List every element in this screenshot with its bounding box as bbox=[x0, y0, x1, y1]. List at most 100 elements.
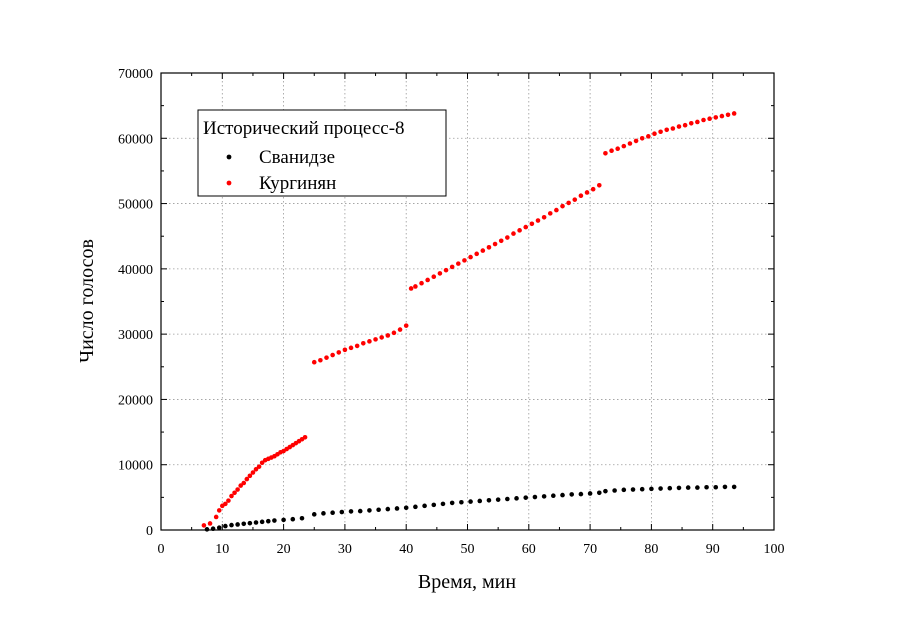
data-point bbox=[685, 485, 691, 490]
data-point bbox=[701, 117, 706, 123]
data-point bbox=[318, 357, 323, 363]
y-tick-label: 20000 bbox=[118, 393, 153, 408]
data-point bbox=[330, 352, 335, 358]
data-point bbox=[639, 135, 645, 141]
data-point bbox=[658, 129, 663, 135]
data-point bbox=[688, 120, 694, 126]
data-point bbox=[587, 491, 593, 496]
y-tick-label: 10000 bbox=[118, 459, 153, 474]
data-point bbox=[578, 193, 584, 199]
data-point bbox=[241, 480, 247, 486]
legend-marker-svanidze bbox=[226, 154, 232, 160]
data-point bbox=[676, 124, 682, 129]
series-1 bbox=[201, 111, 737, 528]
data-point bbox=[627, 141, 633, 146]
data-point bbox=[456, 261, 461, 266]
y-tick-label: 0 bbox=[146, 524, 153, 539]
data-point bbox=[511, 231, 516, 236]
data-point bbox=[391, 330, 397, 336]
data-point bbox=[253, 466, 259, 472]
data-point bbox=[403, 323, 409, 328]
data-point bbox=[652, 131, 657, 137]
data-point bbox=[621, 487, 627, 493]
y-tick-label: 30000 bbox=[118, 328, 153, 343]
data-point bbox=[590, 186, 596, 192]
data-point bbox=[216, 508, 222, 513]
data-point bbox=[459, 499, 464, 505]
data-point bbox=[348, 509, 354, 514]
data-point bbox=[572, 197, 578, 202]
data-point bbox=[311, 359, 317, 365]
data-point bbox=[408, 286, 414, 291]
data-point bbox=[584, 190, 590, 195]
x-tick-label: 10 bbox=[215, 542, 229, 557]
data-point bbox=[379, 335, 384, 340]
data-point bbox=[630, 487, 636, 492]
data-point bbox=[207, 521, 213, 526]
data-point bbox=[682, 122, 688, 128]
data-point bbox=[354, 343, 360, 349]
data-point bbox=[514, 496, 519, 501]
data-point bbox=[385, 333, 391, 338]
data-point bbox=[244, 476, 250, 482]
legend-box bbox=[197, 109, 447, 197]
data-point bbox=[213, 514, 219, 520]
data-point bbox=[250, 470, 256, 475]
data-point bbox=[560, 492, 565, 498]
x-tick-label: 40 bbox=[399, 542, 413, 557]
data-point bbox=[425, 277, 430, 283]
data-point bbox=[256, 464, 262, 469]
data-point bbox=[529, 221, 535, 227]
data-point bbox=[505, 496, 510, 502]
data-point bbox=[394, 506, 400, 511]
data-point bbox=[360, 340, 366, 346]
data-point bbox=[704, 484, 709, 490]
data-point bbox=[431, 502, 437, 508]
data-point bbox=[440, 501, 446, 507]
data-point bbox=[385, 506, 391, 512]
data-point bbox=[713, 115, 719, 120]
x-axis-title: Время, мин bbox=[418, 571, 516, 593]
data-point bbox=[367, 339, 372, 344]
data-point bbox=[321, 511, 326, 516]
data-point bbox=[523, 224, 529, 230]
y-axis-title: Число голосов bbox=[76, 239, 98, 363]
x-tick-label: 80 bbox=[644, 542, 658, 557]
data-point bbox=[339, 509, 345, 515]
data-point bbox=[324, 355, 329, 360]
data-point bbox=[486, 245, 492, 250]
y-tick-label: 60000 bbox=[118, 132, 153, 147]
data-point bbox=[226, 498, 231, 503]
data-point bbox=[468, 254, 473, 260]
data-point bbox=[437, 271, 443, 276]
data-point bbox=[670, 126, 676, 131]
data-point bbox=[238, 483, 243, 488]
data-point bbox=[330, 510, 335, 515]
data-point bbox=[247, 520, 253, 526]
data-point bbox=[480, 248, 486, 253]
data-point bbox=[532, 494, 538, 500]
data-point bbox=[707, 116, 712, 121]
data-point bbox=[596, 490, 602, 496]
data-point bbox=[477, 498, 483, 504]
data-point bbox=[422, 503, 427, 509]
data-point bbox=[223, 523, 228, 529]
data-point bbox=[201, 523, 207, 528]
data-point bbox=[486, 497, 492, 503]
data-point bbox=[229, 522, 234, 528]
data-point bbox=[695, 485, 700, 490]
data-point bbox=[517, 228, 522, 233]
data-point bbox=[658, 486, 663, 491]
x-tick-label: 30 bbox=[338, 542, 352, 557]
data-point bbox=[373, 337, 378, 342]
data-point bbox=[232, 490, 237, 496]
data-point bbox=[621, 143, 627, 149]
legend-label-svanidze: Сванидзе bbox=[259, 147, 335, 168]
data-point bbox=[281, 517, 286, 523]
data-point bbox=[311, 512, 317, 517]
data-point bbox=[413, 504, 418, 510]
data-point bbox=[348, 345, 354, 351]
axis-ticks bbox=[160, 72, 775, 531]
data-point bbox=[235, 522, 240, 527]
data-point bbox=[664, 127, 670, 133]
